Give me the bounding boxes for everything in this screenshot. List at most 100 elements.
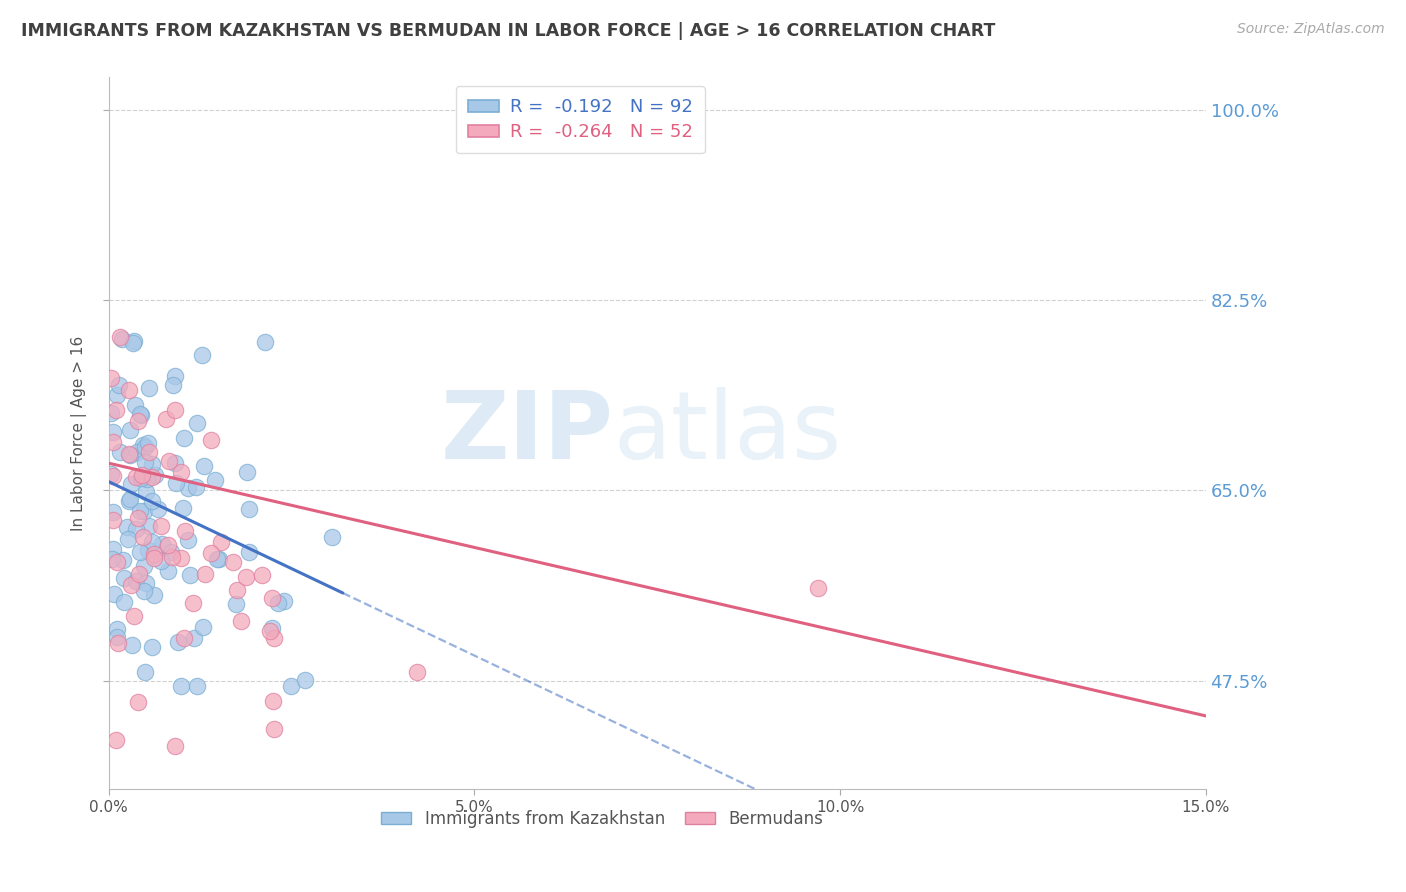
Point (191, 348, 214, 362)
Point (226, 582, 249, 597)
Point (129, 545, 152, 559)
Point (181, 596, 204, 610)
Point (125, 445, 148, 459)
Point (262, 621, 284, 635)
Legend: Immigrants from Kazakhstan, Bermudans: Immigrants from Kazakhstan, Bermudans (375, 803, 830, 834)
Point (105, 555, 128, 569)
Point (111, 553, 134, 567)
Point (267, 596, 290, 610)
Point (120, 492, 142, 507)
Point (101, 541, 124, 556)
Point (204, 473, 226, 487)
Point (150, 554, 173, 568)
Point (120, 448, 142, 462)
Point (118, 383, 141, 397)
Point (135, 575, 157, 590)
Point (165, 739, 187, 753)
Point (107, 636, 129, 650)
Point (236, 465, 259, 479)
Point (122, 336, 145, 351)
Point (141, 493, 163, 508)
Point (194, 566, 217, 581)
Point (263, 632, 285, 646)
Point (110, 444, 132, 458)
Point (165, 403, 187, 417)
Point (132, 584, 155, 599)
Point (143, 468, 166, 483)
Point (191, 619, 214, 633)
Point (127, 695, 149, 709)
Point (100, 406, 122, 420)
Point (129, 471, 152, 485)
Point (157, 538, 180, 552)
Point (101, 513, 124, 527)
Point (238, 545, 260, 559)
Point (280, 679, 302, 693)
Point (103, 505, 125, 519)
Point (165, 476, 187, 491)
Point (127, 511, 149, 525)
Point (186, 416, 208, 430)
Point (263, 723, 285, 737)
Point (148, 502, 170, 516)
Point (129, 409, 152, 423)
Point (101, 468, 124, 483)
Point (105, 631, 128, 645)
Point (163, 456, 186, 470)
Point (136, 542, 159, 557)
Point (125, 522, 148, 536)
Point (152, 537, 174, 551)
Point (134, 665, 156, 679)
Point (132, 558, 155, 573)
Point (165, 369, 187, 384)
Point (141, 457, 163, 471)
Point (143, 588, 166, 602)
Point (138, 518, 160, 533)
Point (129, 504, 152, 518)
Point (105, 622, 128, 636)
Point (238, 501, 260, 516)
Point (100, 467, 122, 481)
Point (254, 334, 277, 349)
Y-axis label: In Labor Force | Age > 16: In Labor Force | Age > 16 (72, 335, 87, 531)
Point (128, 567, 150, 582)
Point (173, 631, 195, 645)
Point (125, 574, 148, 588)
Point (170, 465, 193, 479)
Point (260, 591, 283, 606)
Point (103, 587, 125, 601)
Point (193, 459, 215, 474)
Point (807, 581, 830, 595)
Point (129, 407, 152, 421)
Point (170, 679, 193, 693)
Point (118, 494, 141, 508)
Text: IMMIGRANTS FROM KAZAKHSTAN VS BERMUDAN IN LABOR FORCE | AGE > 16 CORRELATION CHA: IMMIGRANTS FROM KAZAKHSTAN VS BERMUDAN I… (21, 22, 995, 40)
Point (118, 447, 141, 461)
Point (294, 673, 316, 688)
Point (177, 533, 200, 547)
Point (103, 435, 125, 450)
Point (262, 694, 284, 708)
Point (273, 594, 295, 608)
Point (135, 472, 157, 486)
Point (118, 423, 141, 437)
Point (162, 549, 184, 564)
Point (117, 532, 139, 546)
Point (186, 679, 208, 693)
Point (135, 484, 157, 499)
Point (141, 640, 163, 654)
Point (321, 530, 343, 544)
Point (141, 470, 163, 484)
Point (122, 334, 145, 348)
Point (111, 332, 134, 346)
Point (205, 551, 228, 566)
Point (136, 435, 159, 450)
Point (120, 476, 142, 491)
Point (134, 440, 156, 454)
Point (122, 609, 145, 624)
Point (112, 571, 135, 585)
Point (172, 501, 194, 516)
Point (101, 425, 124, 439)
Text: Source: ZipAtlas.com: Source: ZipAtlas.com (1237, 22, 1385, 37)
Point (131, 437, 153, 451)
